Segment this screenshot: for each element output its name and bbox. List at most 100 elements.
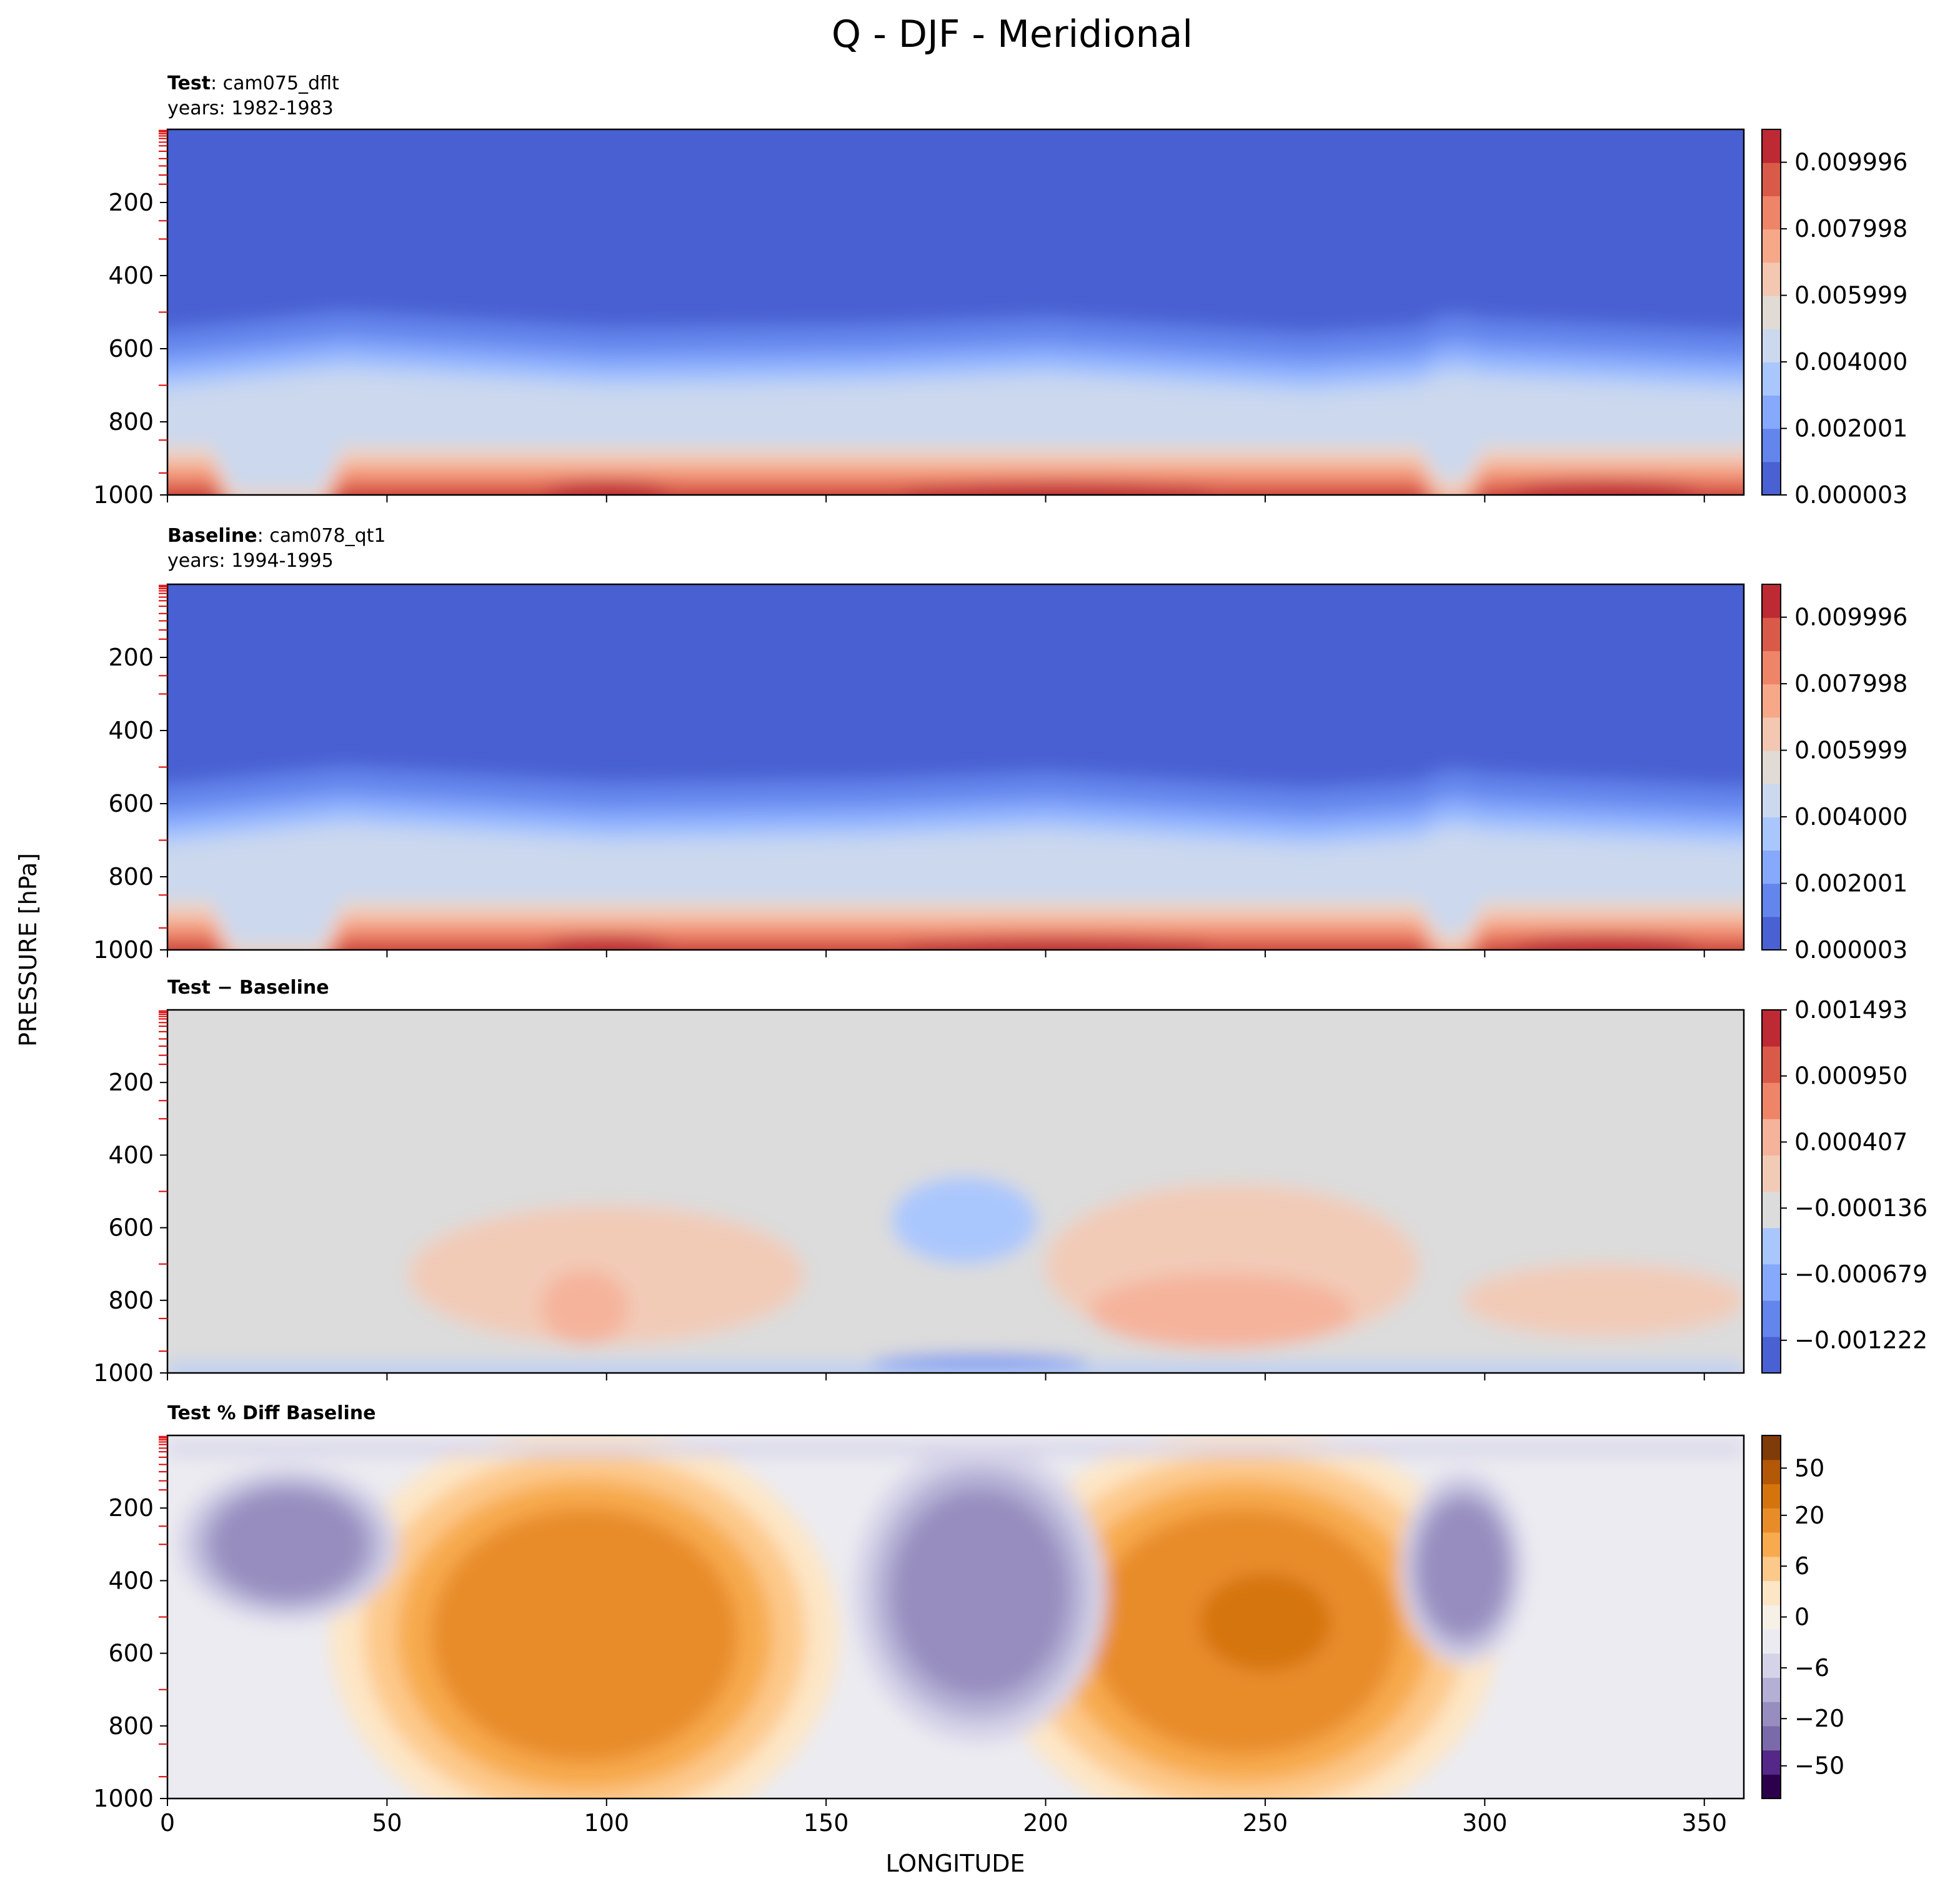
colorbar-segment xyxy=(1762,850,1781,884)
colorbar-segment xyxy=(1762,1580,1781,1605)
contour-region xyxy=(409,1205,805,1344)
contour-band xyxy=(903,482,1211,495)
baseline-panel: Baseline: cam078_qt1 years: 1994-1995 200 4… xyxy=(93,525,1908,964)
colorbar-segment xyxy=(1762,1677,1781,1702)
contour-field xyxy=(167,584,1744,950)
contour-band xyxy=(167,474,1744,495)
contour-region xyxy=(211,1490,366,1599)
colorbar-frame xyxy=(1761,129,1781,496)
colorbar-segment xyxy=(1762,584,1781,618)
y-tick-label: 200 xyxy=(108,1494,154,1522)
colorbar-segment xyxy=(1762,229,1781,263)
panel-subtitle: years: 1994-1995 xyxy=(167,550,334,572)
x-tick-label: 50 xyxy=(372,1809,402,1837)
contour-region xyxy=(892,1177,1037,1264)
colorbar-segment xyxy=(1762,1336,1781,1374)
colorbar-frame xyxy=(1761,584,1781,950)
y-tick-label: 1000 xyxy=(93,481,154,509)
colorbar-segment xyxy=(1762,428,1781,462)
panel-title: Test: cam075_dflt xyxy=(167,72,339,94)
contour-band xyxy=(167,929,1744,950)
colorbar-segment xyxy=(1762,617,1781,651)
panel-title: Test % Diff Baseline xyxy=(167,1402,376,1424)
colorbar-segment xyxy=(1762,1750,1781,1775)
x-tick-label: 100 xyxy=(584,1809,630,1837)
colorbar-tick-label: −50 xyxy=(1794,1752,1844,1780)
colorbar-segment xyxy=(1762,1459,1781,1485)
colorbar-segment xyxy=(1762,916,1781,950)
contour-field xyxy=(167,1010,1744,1373)
panel-subtitle: years: 1982-1983 xyxy=(167,97,334,119)
colorbar-segment xyxy=(1762,817,1781,851)
contour-region xyxy=(167,1442,1744,1455)
colorbar-segment xyxy=(1762,129,1781,163)
contour-region xyxy=(1463,1264,1744,1337)
colorbar-segment xyxy=(1762,1774,1781,1799)
colorbar-segment xyxy=(1762,651,1781,685)
colorbar-segment xyxy=(1762,362,1781,396)
panel-title: Baseline: cam078_qt1 xyxy=(167,525,386,547)
colorbar-tick-label: 50 xyxy=(1794,1454,1824,1482)
colorbar-segment xyxy=(1762,461,1781,496)
colorbar: −50 −20 −6 0 6 20 50 xyxy=(1761,1435,1844,1799)
y-tick-label: 600 xyxy=(108,1640,154,1667)
y-tick-label: 800 xyxy=(108,1712,154,1740)
colorbar-tick-label: 0.004000 xyxy=(1794,803,1908,831)
figure-title: Q - DJF - Meridional xyxy=(832,12,1193,56)
contour-band xyxy=(903,937,1211,950)
colorbar-frame xyxy=(1761,1009,1781,1374)
contour-band xyxy=(146,495,1770,532)
colorbar-segment xyxy=(1762,1010,1781,1047)
colorbar-tick-label: 0.009996 xyxy=(1794,604,1908,631)
y-tick-label: 200 xyxy=(108,644,154,671)
contour-region xyxy=(167,1364,1744,1373)
colorbar-tick-label: 6 xyxy=(1794,1552,1809,1580)
y-axis-label: PRESSURE [hPa] xyxy=(14,853,42,1047)
colorbar: 0.000003 0.002001 0.004000 0.005999 0.007998… xyxy=(1761,129,1908,509)
colorbar-segment xyxy=(1762,1605,1781,1630)
colorbar-segment xyxy=(1762,295,1781,329)
colorbar-tick-label: 0.005999 xyxy=(1794,282,1908,309)
colorbar-tick-label: 0.000950 xyxy=(1794,1062,1908,1090)
colorbar-segment xyxy=(1762,1119,1781,1155)
colorbar-tick-label: 0.002001 xyxy=(1794,870,1908,897)
colorbar-tick-label: 0 xyxy=(1794,1604,1809,1631)
contour-region xyxy=(1199,1573,1331,1672)
colorbar-segment xyxy=(1762,1532,1781,1557)
contour-band xyxy=(1513,936,1698,950)
y-tick-label: 400 xyxy=(108,1567,154,1594)
panel-title: Test − Baseline xyxy=(167,977,329,999)
colorbar-segment xyxy=(1762,196,1781,230)
x-tick-label: 250 xyxy=(1243,1809,1288,1837)
colorbar-tick-label: −0.000136 xyxy=(1794,1194,1928,1222)
colorbar-segment xyxy=(1762,162,1781,196)
colorbar-segment xyxy=(1762,262,1781,296)
y-tick-label: 1000 xyxy=(93,1785,154,1812)
y-tick-label: 400 xyxy=(108,1141,154,1169)
colorbar-tick-label: 0.001493 xyxy=(1794,996,1908,1024)
colorbar-segment xyxy=(1762,1435,1781,1460)
contour-band xyxy=(1513,481,1698,495)
colorbar-segment xyxy=(1762,1484,1781,1509)
colorbar-segment xyxy=(1762,1556,1781,1581)
contour-region xyxy=(430,1508,739,1762)
x-tick-label: 0 xyxy=(160,1809,175,1837)
colorbar-segment xyxy=(1762,1300,1781,1337)
colorbar-segment xyxy=(1762,1082,1781,1119)
colorbar-segment xyxy=(1762,395,1781,429)
x-tick-label: 150 xyxy=(803,1809,849,1837)
y-tick-label: 800 xyxy=(108,408,154,436)
colorbar-segment xyxy=(1762,1725,1781,1751)
colorbar-tick-label: 0.005999 xyxy=(1794,737,1908,764)
colorbar-segment xyxy=(1762,717,1781,751)
colorbar-segment xyxy=(1762,1191,1781,1229)
x-tick-label: 200 xyxy=(1023,1809,1068,1837)
y-tick-label: 400 xyxy=(108,717,154,744)
y-tick-label: 800 xyxy=(108,1287,154,1314)
colorbar-segment xyxy=(1762,1629,1781,1654)
y-tick-label: 400 xyxy=(108,262,154,289)
contour-band xyxy=(545,481,669,495)
colorbar-tick-label: 20 xyxy=(1794,1502,1824,1529)
